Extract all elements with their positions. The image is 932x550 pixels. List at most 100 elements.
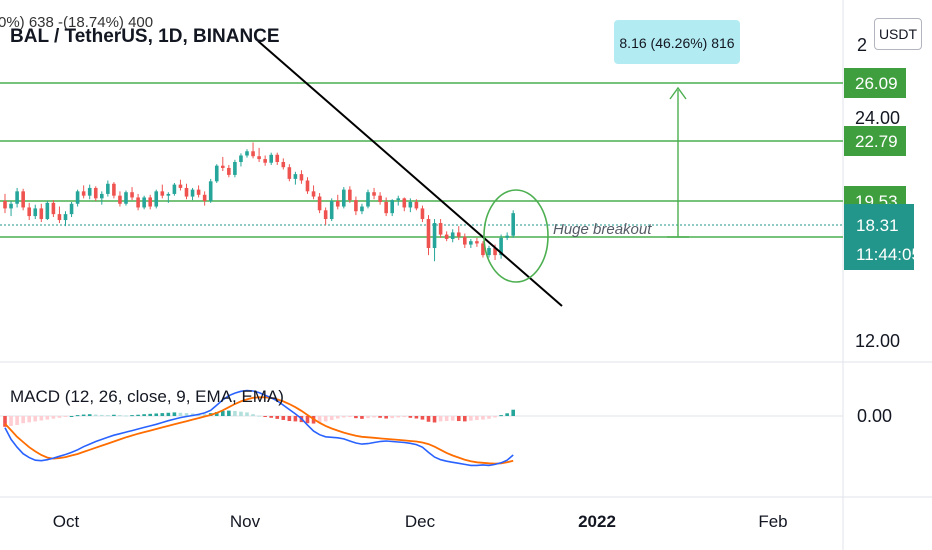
macd-histogram-bar [348, 416, 352, 418]
macd-histogram-bar [130, 415, 134, 417]
price-tick: 12.00 [855, 331, 900, 351]
macd-histogram-bar [214, 412, 219, 416]
candle-body [493, 248, 497, 256]
macd-histogram-bar [9, 416, 13, 426]
candle-body [438, 223, 443, 235]
candle-body [281, 161, 286, 168]
candle-body [87, 187, 92, 196]
macd-histogram-bar [475, 416, 479, 420]
current-price-text: 18.31 [856, 216, 899, 235]
candle-body [214, 165, 219, 182]
macd-histogram-bar [426, 416, 431, 422]
macd-histogram-bar [142, 414, 146, 416]
candle-body [450, 232, 455, 239]
macd-histogram-bar [233, 410, 237, 416]
candle-body [196, 189, 201, 195]
macd-histogram-bar [21, 416, 25, 424]
price-axis[interactable]: 224.0012.0026.0922.7919.5317.6018.3111:4… [844, 35, 921, 426]
candle-body [3, 201, 7, 209]
candle-body [475, 241, 479, 244]
price-level-badge [844, 68, 906, 98]
macd-histogram-bar [372, 416, 376, 418]
candle-body [323, 210, 328, 220]
macd-histogram-bar [329, 416, 334, 420]
current-price-badge [844, 204, 914, 270]
candle-body [69, 203, 74, 215]
macd-histogram-bar [493, 416, 497, 418]
candle-body [15, 191, 19, 204]
candle-body [39, 208, 44, 220]
candle-body [221, 165, 225, 168]
time-tick: Oct [53, 512, 80, 531]
candle-body [245, 151, 249, 156]
symbol-title[interactable]: BAL / TetherUS, 1D, BINANCE [10, 26, 280, 47]
candle-body [130, 192, 134, 198]
candle-body [106, 183, 110, 194]
candle-body [9, 203, 13, 209]
macd-histogram-bar [136, 414, 140, 416]
time-axis[interactable]: Oct Nov Dec 2022 Feb [53, 512, 788, 531]
macd-histogram-bar [3, 416, 7, 427]
candlesticks [3, 142, 515, 262]
candle-body [45, 202, 50, 220]
macd-histogram-bar [33, 416, 38, 422]
candle-body [124, 192, 128, 204]
candle-body [348, 189, 352, 201]
time-tick: Nov [230, 512, 261, 531]
macd-histogram-bar [281, 416, 286, 420]
candle-body [100, 193, 104, 199]
candle-body [166, 193, 171, 196]
candle-body [93, 187, 98, 199]
macd-histogram-bar [93, 414, 98, 416]
macd-histogram-bar [100, 414, 104, 416]
macd-histogram-bar [335, 416, 340, 419]
candle-body [354, 200, 358, 212]
macd-histogram-bar [239, 411, 243, 416]
macd-histogram-bar [444, 416, 449, 422]
candle-body [263, 159, 267, 163]
macd-histogram-bar [257, 415, 261, 417]
candle-body [112, 183, 116, 196]
candle-body [57, 214, 62, 221]
horizontal-levels [0, 82, 843, 238]
countdown-text: 11:44:05 [856, 245, 921, 264]
macd-histogram-bar [51, 416, 56, 419]
candle-body [384, 201, 388, 214]
trendline [257, 40, 563, 307]
candle-body [269, 154, 273, 163]
macd-histogram-bar [63, 416, 68, 417]
candle-body [190, 189, 195, 197]
price-tick: 24.00 [855, 108, 900, 128]
measure-readout-partial: 0%) 638 -(18.74%) 400 [0, 14, 154, 31]
breakout-label: Huge breakout [553, 221, 652, 238]
macd-histogram-bar [148, 413, 152, 416]
time-tick: 2022 [578, 512, 616, 531]
macd-histogram-bar [463, 416, 467, 422]
currency-button[interactable]: USDT [874, 18, 922, 50]
candle-body [481, 243, 485, 256]
macd-histogram-bar [57, 416, 62, 418]
measure-box [614, 20, 740, 64]
candle-body [202, 194, 207, 202]
candle-body [505, 235, 509, 238]
macd-histogram-bar [81, 414, 86, 416]
candle-body [329, 201, 334, 220]
candle-body [178, 184, 183, 188]
candle-body [390, 200, 394, 214]
candle-body [360, 206, 364, 212]
macd-indicator-title[interactable]: MACD (12, 26, close, 9, EMA, EMA) [10, 387, 284, 406]
candle-body [342, 189, 346, 207]
candle-body [142, 197, 146, 208]
macd-histogram-bar [293, 416, 298, 422]
candle-body [444, 234, 449, 239]
macd-histogram-bar [414, 416, 419, 419]
candle-body [396, 198, 401, 201]
macd-histogram-bar [305, 416, 310, 424]
macd-histogram-bar [438, 416, 443, 422]
candle-body [154, 191, 159, 207]
macd-histogram-bar [469, 416, 473, 421]
macd-zero-label: 0.00 [857, 406, 892, 426]
macd-histogram-bar [154, 413, 159, 416]
